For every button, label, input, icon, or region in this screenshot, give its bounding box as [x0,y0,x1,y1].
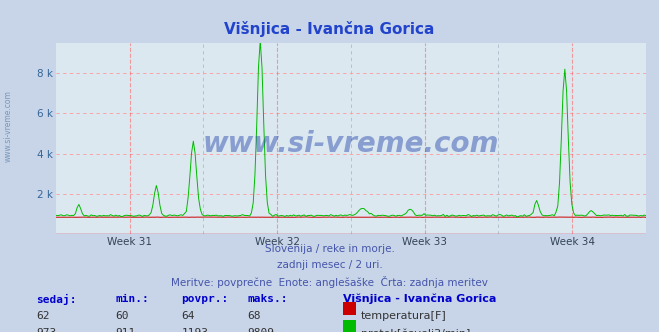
Text: zadnji mesec / 2 uri.: zadnji mesec / 2 uri. [277,260,382,270]
Text: povpr.:: povpr.: [181,294,229,304]
Text: Višnjica - Ivančna Gorica: Višnjica - Ivančna Gorica [224,21,435,37]
Text: 9809: 9809 [247,328,274,332]
Text: sedaj:: sedaj: [36,294,76,305]
Text: 68: 68 [247,311,260,321]
Text: 60: 60 [115,311,129,321]
Text: 1193: 1193 [181,328,208,332]
Text: 64: 64 [181,311,194,321]
Text: Meritve: povprečne  Enote: anglešaške  Črta: zadnja meritev: Meritve: povprečne Enote: anglešaške Črt… [171,276,488,288]
Text: Slovenija / reke in morje.: Slovenija / reke in morje. [264,244,395,254]
Text: min.:: min.: [115,294,149,304]
Text: pretok[čevelj3/min]: pretok[čevelj3/min] [361,328,471,332]
Text: www.si-vreme.com: www.si-vreme.com [203,130,499,158]
Text: Višnjica - Ivančna Gorica: Višnjica - Ivančna Gorica [343,294,496,304]
Text: 911: 911 [115,328,136,332]
Text: 62: 62 [36,311,49,321]
Text: 973: 973 [36,328,57,332]
Text: temperatura[F]: temperatura[F] [361,311,447,321]
Text: www.si-vreme.com: www.si-vreme.com [3,90,13,162]
Text: maks.:: maks.: [247,294,287,304]
